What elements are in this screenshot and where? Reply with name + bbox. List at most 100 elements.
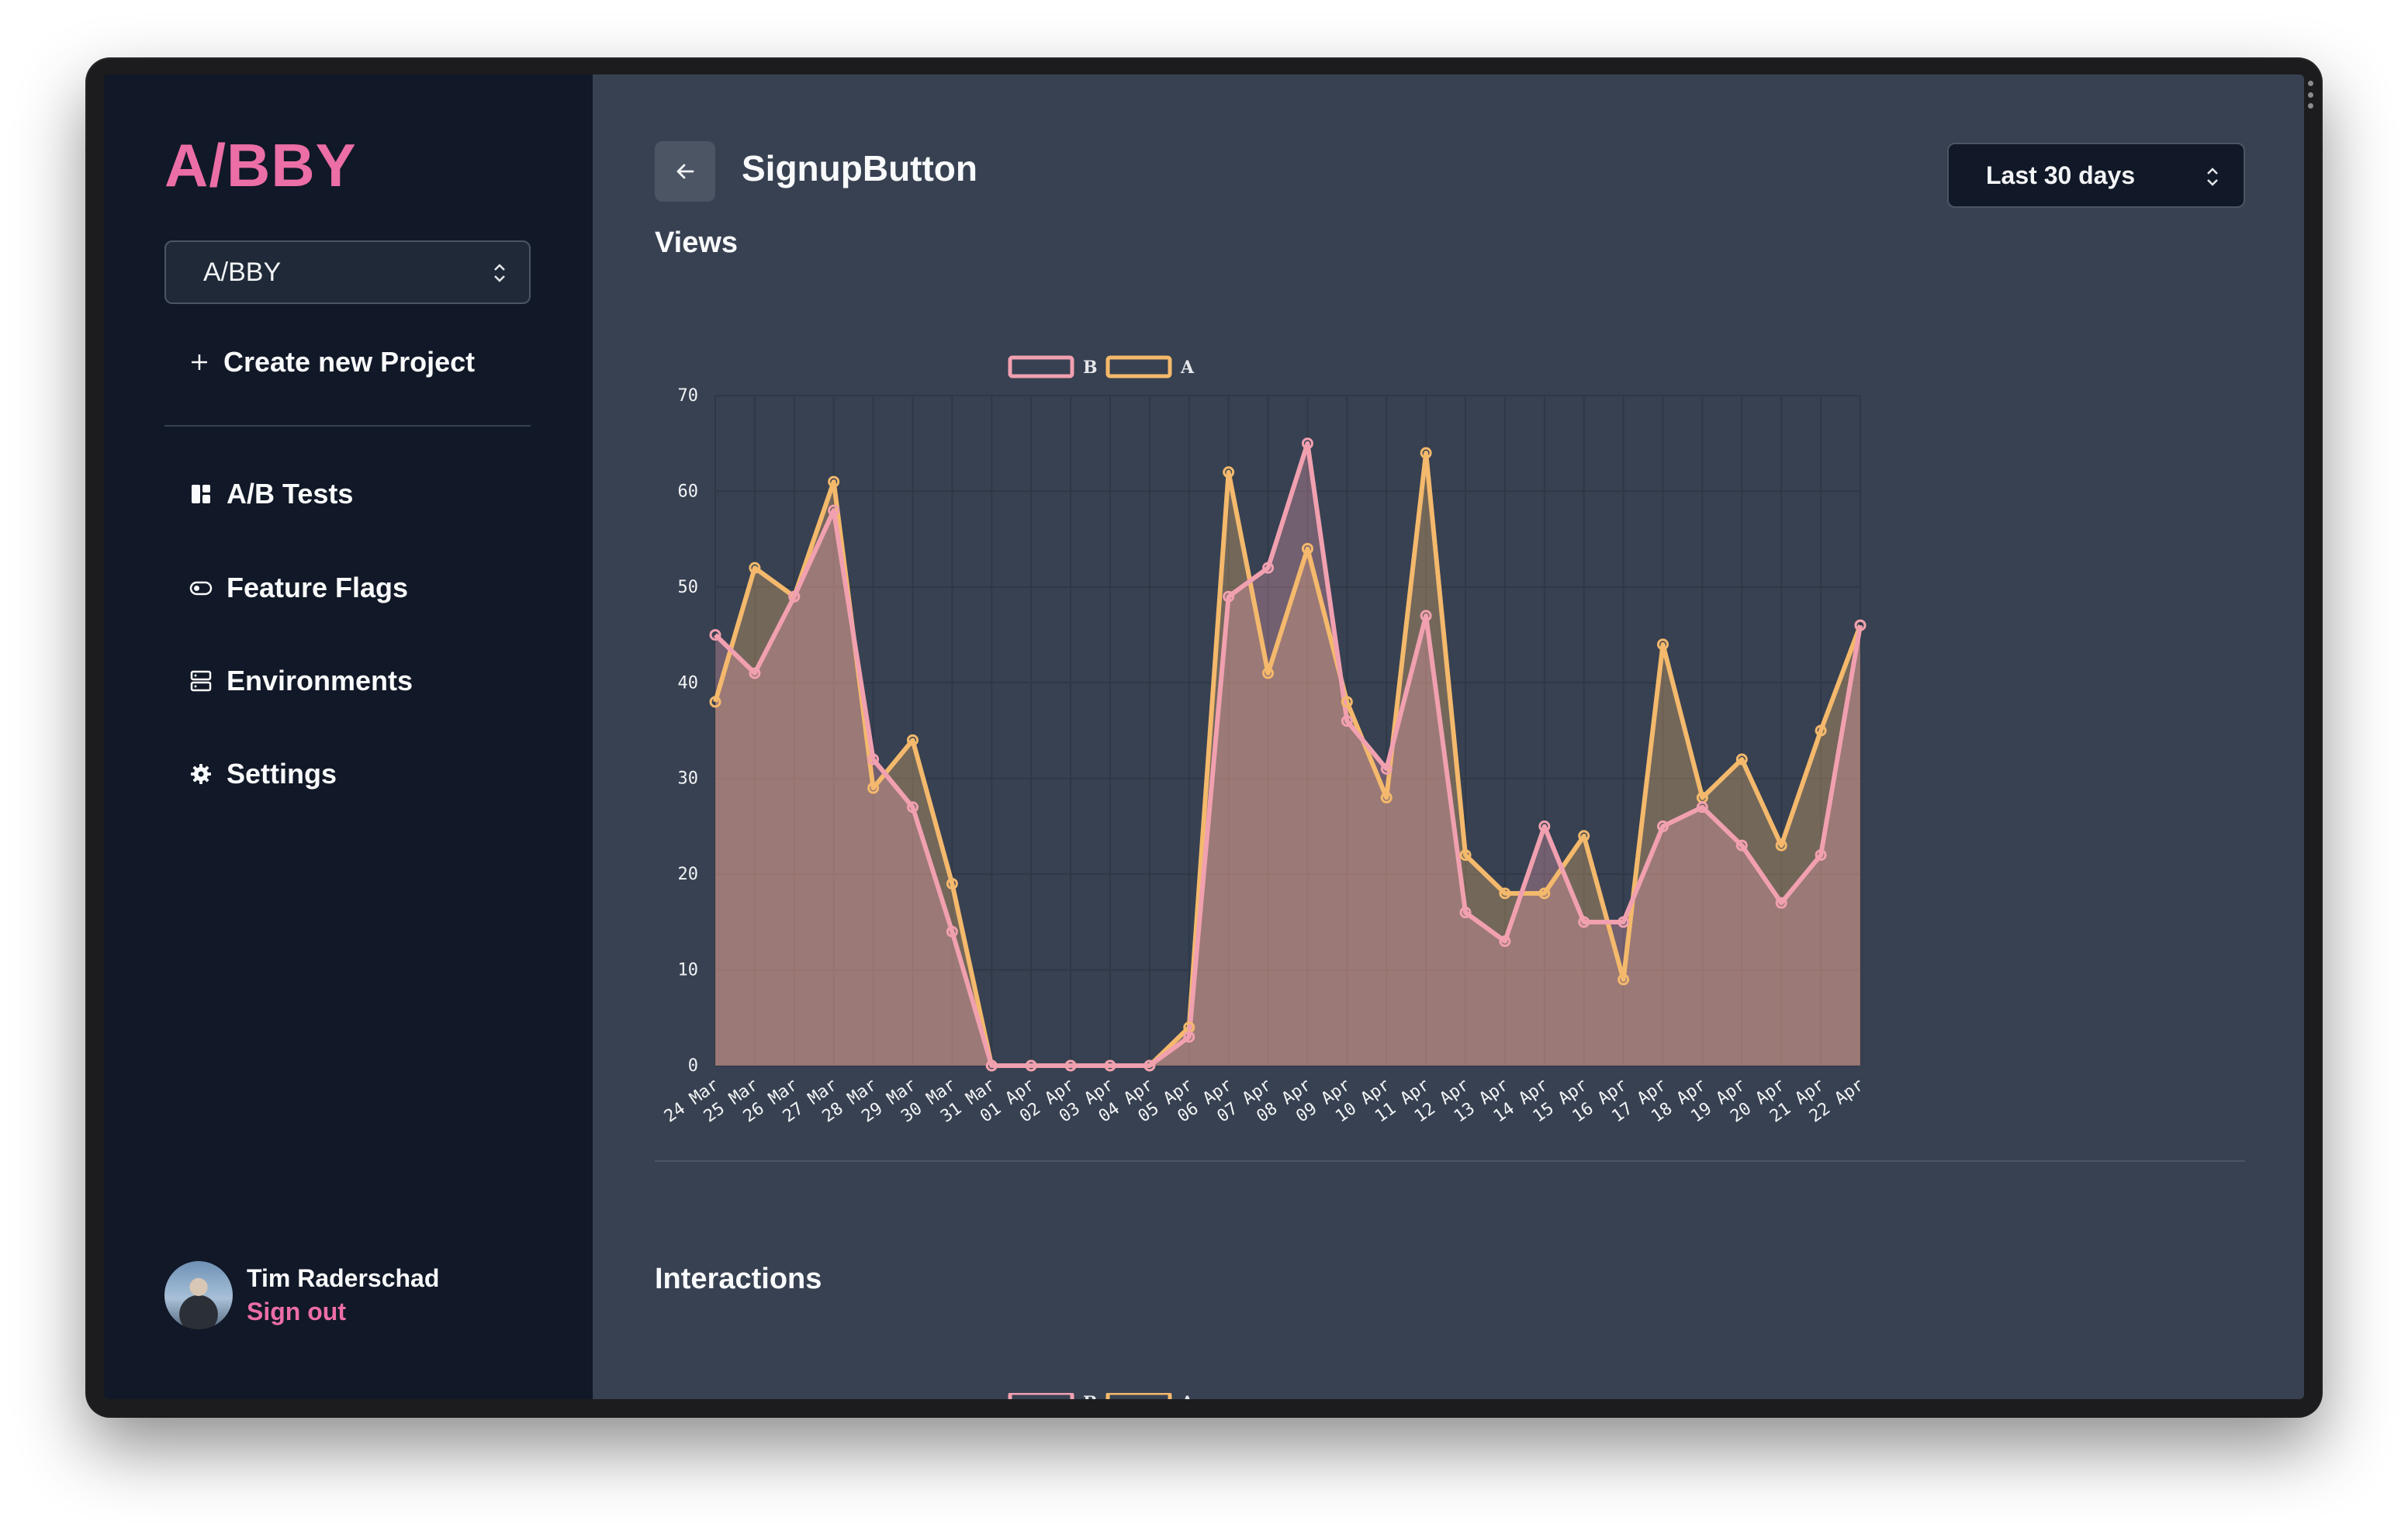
sidebar-item-label: Environments (227, 665, 413, 696)
data-point-b[interactable] (1301, 437, 1313, 450)
y-tick-label: 60 (678, 482, 699, 501)
dashboard-icon (192, 485, 210, 503)
sidebar-item-label: A/B Tests (227, 478, 354, 510)
data-point-b[interactable] (1854, 619, 1867, 631)
y-tick-label: 30 (678, 769, 699, 789)
data-point-a[interactable] (1657, 638, 1669, 651)
data-point-b[interactable] (1538, 820, 1551, 832)
window-grip-icon[interactable] (2307, 81, 2313, 109)
line-series-b (713, 441, 1863, 1068)
data-point-a[interactable] (1301, 542, 1313, 555)
sidebar-item-settings[interactable]: Settings (189, 758, 337, 790)
data-point-b[interactable] (1420, 610, 1432, 622)
chart-legend: BA (1008, 1393, 1195, 1399)
data-point-b[interactable] (1657, 820, 1669, 832)
data-point-b[interactable] (1815, 848, 1827, 861)
data-point-b[interactable] (1183, 1031, 1195, 1043)
data-point-b[interactable] (1775, 897, 1787, 909)
data-point-b[interactable] (1499, 935, 1511, 948)
data-point-b[interactable] (867, 753, 880, 766)
legend-swatch-b[interactable] (1008, 1393, 1074, 1399)
date-range-select[interactable]: Last 30 days (1947, 143, 2245, 208)
legend-label-b: B (1083, 358, 1098, 378)
data-point-b[interactable] (946, 925, 958, 938)
data-point-b[interactable] (828, 504, 840, 517)
main-content: SignupButton Last 30 days Views B A 0 10 20 3… (593, 74, 2304, 1399)
data-point-a[interactable] (749, 562, 761, 574)
chevron-updown-icon (2207, 168, 2218, 186)
data-point-a[interactable] (1538, 887, 1551, 900)
section-divider (655, 1160, 2245, 1162)
data-point-a[interactable] (709, 696, 721, 708)
data-point-a[interactable] (1578, 830, 1590, 842)
data-point-a[interactable] (867, 782, 880, 794)
data-point-b[interactable] (788, 590, 801, 603)
y-tick-label: 40 (678, 673, 699, 693)
data-point-b[interactable] (1578, 916, 1590, 928)
sidebar-item-ab-tests[interactable]: A/B Tests (189, 478, 353, 510)
sidebar-divider (164, 425, 531, 427)
y-tick-label: 0 (688, 1056, 698, 1076)
sidebar: A/BBY A/BBY Create new Project A/B Tests (104, 74, 593, 1399)
area-series-a (715, 453, 1860, 1066)
data-point-a[interactable] (946, 877, 958, 890)
views-chart-title: Views (655, 226, 739, 259)
data-point-b[interactable] (1223, 590, 1235, 603)
data-point-b[interactable] (709, 629, 721, 641)
avatar[interactable] (164, 1261, 233, 1329)
sidebar-item-feature-flags[interactable]: Feature Flags (189, 572, 408, 604)
data-point-a[interactable] (1341, 696, 1353, 708)
data-point-b[interactable] (1617, 916, 1630, 928)
app-window: A/BBY A/BBY Create new Project A/B Tests (104, 74, 2304, 1399)
sidebar-item-label: Feature Flags (227, 572, 409, 603)
interactions-chart: BA8 (1008, 1393, 1195, 1399)
data-point-a[interactable] (1380, 791, 1393, 804)
sign-out-link[interactable]: Sign out (247, 1298, 346, 1325)
toggle-icon (189, 581, 213, 596)
chevron-updown-icon (494, 264, 505, 282)
data-point-b[interactable] (1104, 1059, 1116, 1072)
data-point-b[interactable] (1459, 907, 1472, 919)
data-point-a[interactable] (1262, 667, 1275, 679)
data-point-a[interactable] (1775, 839, 1787, 852)
data-point-a[interactable] (1499, 887, 1511, 900)
data-point-a[interactable] (1815, 724, 1827, 737)
data-point-a[interactable] (1617, 973, 1630, 986)
data-point-b[interactable] (906, 801, 919, 814)
data-point-a[interactable] (1420, 447, 1432, 459)
data-point-a[interactable] (1223, 466, 1235, 479)
page-title: SignupButton (742, 148, 978, 188)
data-point-b[interactable] (1380, 762, 1393, 775)
user-name: Tim Raderschad (247, 1264, 440, 1292)
data-point-a[interactable] (828, 475, 840, 488)
line-series-a (713, 451, 1863, 1068)
project-select[interactable]: A/BBY (164, 240, 531, 304)
data-point-b[interactable] (1696, 801, 1708, 814)
create-project-button[interactable]: Create new Project (189, 346, 475, 378)
data-point-b[interactable] (749, 667, 761, 679)
sidebar-item-environments[interactable]: Environments (189, 665, 413, 697)
legend-swatch-b[interactable] (1008, 355, 1074, 378)
data-point-b[interactable] (1064, 1059, 1077, 1072)
chart-grid (714, 395, 1861, 1066)
area-series-b (715, 443, 1860, 1066)
date-range-value: Last 30 days (1986, 161, 2136, 189)
data-point-b[interactable] (1262, 562, 1275, 574)
legend-swatch-a[interactable] (1105, 1393, 1172, 1399)
data-point-b[interactable] (1025, 1059, 1037, 1072)
app-logo[interactable]: A/BBY (164, 131, 357, 199)
legend-swatch-a[interactable] (1105, 355, 1172, 378)
data-point-a[interactable] (1735, 753, 1748, 766)
data-point-b[interactable] (1341, 715, 1353, 727)
data-point-b[interactable] (1735, 839, 1748, 852)
data-point-a[interactable] (1459, 848, 1472, 861)
y-tick-label: 20 (678, 865, 699, 884)
sidebar-item-label: Settings (227, 758, 337, 790)
arrow-left-icon (676, 164, 694, 179)
data-point-b[interactable] (985, 1059, 998, 1072)
data-point-a[interactable] (906, 734, 919, 746)
back-button[interactable] (655, 141, 715, 202)
data-point-b[interactable] (1143, 1059, 1156, 1072)
